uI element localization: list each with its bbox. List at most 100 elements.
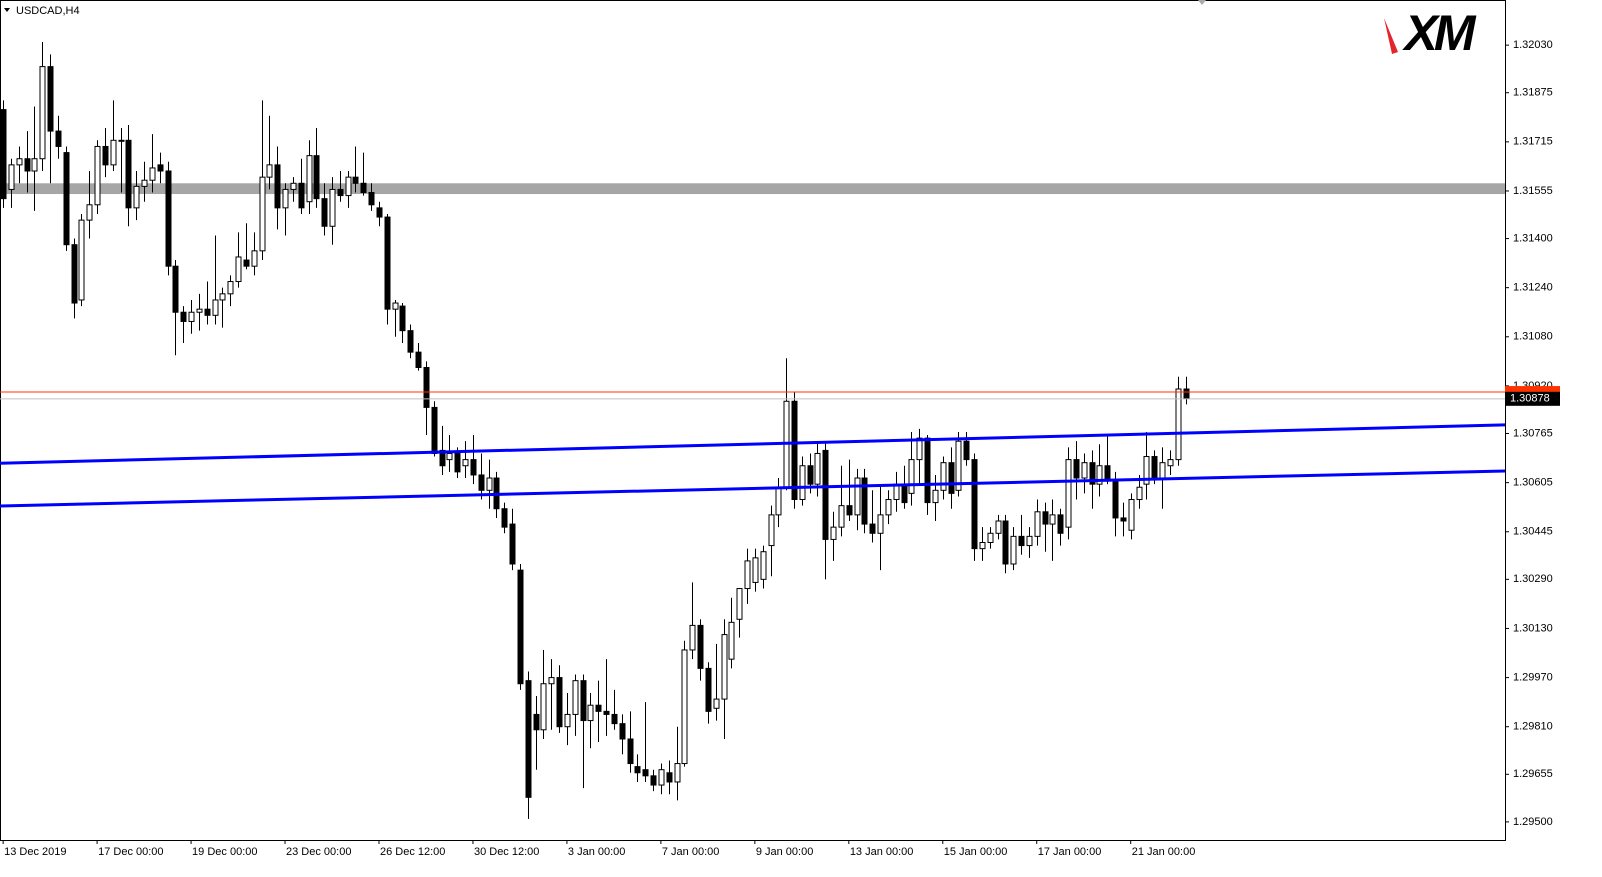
candle-body bbox=[219, 293, 226, 301]
logo: XM bbox=[1402, 5, 1477, 61]
candle-body bbox=[274, 164, 281, 209]
candle-body bbox=[1183, 388, 1190, 399]
menu-arrow[interactable] bbox=[4, 8, 10, 12]
y-tick-label: 1.30445 bbox=[1513, 526, 1553, 538]
candle-body bbox=[658, 769, 665, 786]
candle-body bbox=[118, 139, 125, 142]
candle-body bbox=[995, 520, 1002, 534]
candle-body bbox=[227, 281, 234, 295]
candle-body bbox=[979, 542, 986, 550]
candle-body bbox=[8, 164, 15, 190]
candle-body bbox=[0, 109, 7, 200]
candle-body bbox=[454, 452, 461, 473]
candle-body bbox=[282, 188, 289, 209]
y-tick-label: 1.30290 bbox=[1513, 573, 1553, 585]
y-tick-label: 1.31080 bbox=[1513, 331, 1553, 343]
candle-body bbox=[1096, 465, 1103, 485]
candle-body bbox=[149, 167, 156, 181]
x-tick-label: 9 Jan 00:00 bbox=[756, 846, 814, 858]
y-tick-label: 1.29655 bbox=[1513, 768, 1553, 780]
y-tick-label: 1.31715 bbox=[1513, 136, 1553, 148]
candle-body bbox=[634, 766, 641, 774]
x-tick-label: 23 Dec 00:00 bbox=[286, 846, 351, 858]
candle-body bbox=[384, 216, 391, 310]
candle-body bbox=[846, 505, 853, 516]
candle-body bbox=[39, 66, 46, 160]
y-tick-label: 1.30130 bbox=[1513, 622, 1553, 634]
candle-body bbox=[486, 477, 493, 491]
candle-body bbox=[399, 305, 406, 332]
candle-body bbox=[548, 677, 555, 685]
candle-body bbox=[110, 139, 117, 166]
candle-body bbox=[360, 182, 367, 194]
y-tick-label: 1.31240 bbox=[1513, 282, 1553, 294]
candle-body bbox=[251, 250, 258, 267]
y-tick-label: 1.30605 bbox=[1513, 477, 1553, 489]
candle-body bbox=[517, 569, 524, 685]
candle-body bbox=[337, 188, 344, 197]
candle-body bbox=[611, 713, 618, 725]
bid-label: 1.30878 bbox=[1510, 393, 1550, 405]
candle-body bbox=[470, 459, 477, 476]
candle-body bbox=[141, 179, 148, 187]
candle-body bbox=[204, 308, 211, 316]
zone bbox=[1, 183, 1505, 195]
candle-body bbox=[102, 145, 109, 166]
candle-body bbox=[439, 449, 446, 467]
candle-body bbox=[1120, 517, 1127, 522]
candle-body bbox=[368, 192, 375, 206]
candle-body bbox=[1081, 462, 1088, 479]
candle-body bbox=[1143, 456, 1150, 485]
candle-body bbox=[1128, 499, 1135, 531]
x-tick-label: 19 Dec 00:00 bbox=[192, 846, 257, 858]
candle-body bbox=[963, 440, 970, 461]
candle-body bbox=[752, 557, 759, 583]
candle-body bbox=[16, 158, 23, 166]
candle-body bbox=[1151, 456, 1158, 479]
candle-body bbox=[869, 523, 876, 534]
candle-body bbox=[509, 523, 516, 565]
candle-body bbox=[1018, 535, 1025, 547]
candle-body bbox=[854, 477, 861, 516]
candle-body bbox=[24, 158, 31, 172]
x-tick-label: 17 Dec 00:00 bbox=[98, 846, 163, 858]
trendline bbox=[0, 469, 1506, 508]
candle-body bbox=[415, 351, 422, 368]
candle-body bbox=[650, 775, 657, 786]
candle-body bbox=[681, 649, 688, 765]
shift-marker bbox=[1198, 0, 1206, 5]
symbol-title: USDCAD,H4 bbox=[16, 5, 80, 17]
candle-body bbox=[345, 176, 352, 197]
candle-body bbox=[901, 483, 908, 504]
candle-body bbox=[908, 459, 915, 494]
ask-marker bbox=[1505, 386, 1560, 394]
candle-body bbox=[165, 170, 172, 267]
candle-body bbox=[47, 66, 54, 132]
candle-body bbox=[940, 462, 947, 491]
trendline bbox=[0, 423, 1506, 465]
x-tick-label: 30 Dec 12:00 bbox=[474, 846, 539, 858]
candle-body bbox=[1065, 459, 1072, 528]
y-tick-label: 1.32030 bbox=[1513, 39, 1553, 51]
candle-body bbox=[212, 299, 219, 316]
candle-body bbox=[955, 440, 962, 491]
candle-body bbox=[987, 532, 994, 544]
candle-body bbox=[760, 551, 767, 580]
candle-body bbox=[736, 588, 743, 620]
y-tick-label: 1.31875 bbox=[1513, 87, 1553, 99]
candle-body bbox=[243, 259, 250, 267]
candle-body bbox=[266, 164, 273, 178]
candle-body bbox=[1034, 511, 1041, 537]
candle-body bbox=[877, 514, 884, 534]
candle-body bbox=[775, 486, 782, 516]
candle-body bbox=[86, 204, 93, 221]
candle-body bbox=[932, 489, 939, 504]
candle-body bbox=[814, 452, 821, 485]
candle-body bbox=[603, 710, 610, 715]
candle-body bbox=[196, 308, 203, 313]
candle-body bbox=[55, 130, 62, 147]
candle-body bbox=[501, 508, 508, 528]
candle-body bbox=[1167, 459, 1174, 467]
candle-body bbox=[1112, 480, 1119, 519]
candle-body bbox=[556, 677, 563, 728]
